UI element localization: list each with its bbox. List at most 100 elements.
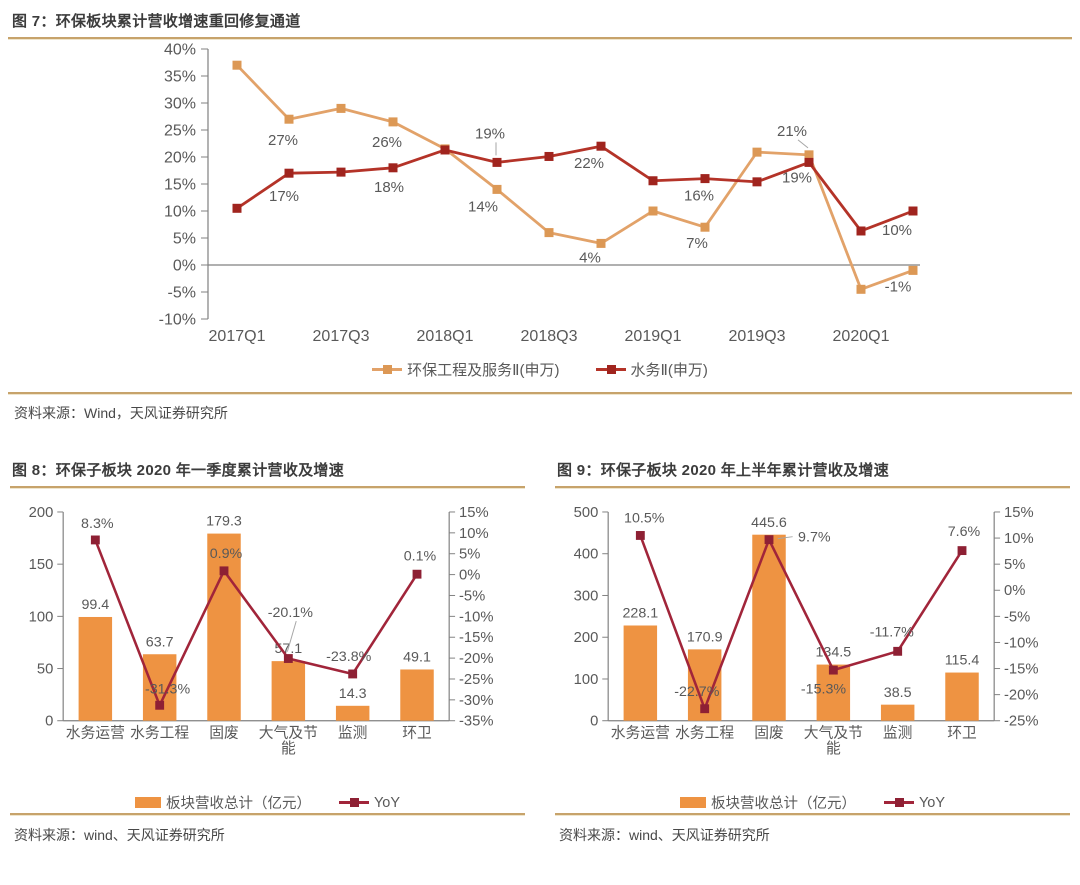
fig7-line-chart: -10% -5% 0% 5% 10% 15% 20% 25% 30% 35% 40% 2017Q1 20… bbox=[159, 42, 920, 345]
line-marker-icon bbox=[883, 797, 914, 808]
legend-item-engineering: 环保工程及服务Ⅱ(申万) bbox=[372, 359, 560, 380]
svg-text:100: 100 bbox=[574, 672, 599, 688]
svg-text:2018Q1: 2018Q1 bbox=[417, 328, 474, 345]
bar-swatch-icon bbox=[679, 797, 706, 808]
figure9-section: 图 9：环保子板块 2020 年上半年累计营收及增速 0 100 200 300 400… bbox=[555, 451, 1070, 845]
svg-text:监测: 监测 bbox=[883, 724, 913, 741]
svg-text:400: 400 bbox=[574, 547, 599, 563]
divider bbox=[10, 813, 525, 815]
fig8-combo-chart: 0 50 100 150 200 -35% -30% -25% -20% -15% -10% -5% 0… bbox=[29, 505, 494, 757]
divider bbox=[8, 37, 1072, 39]
fig7-source: 资料来源：Wind，天风证券研究所 bbox=[14, 405, 228, 421]
svg-text:150: 150 bbox=[29, 557, 54, 573]
figure7-section: 图 7：环保板块累计营收增速重回修复通道 -10% -5% 0% 5% 10% 15% 20… bbox=[0, 0, 1080, 427]
fig9-combo-chart: 0 100 200 300 400 500 -25% -20% -15% -10% -5% 0% 5% 1… bbox=[574, 505, 1039, 757]
svg-text:26%: 26% bbox=[372, 134, 402, 151]
svg-text:-1%: -1% bbox=[885, 278, 912, 295]
svg-text:445.6: 445.6 bbox=[751, 515, 787, 531]
legend-item-yoy: YoY bbox=[338, 794, 401, 811]
svg-text:14.3: 14.3 bbox=[339, 686, 367, 702]
svg-text:-15%: -15% bbox=[1004, 661, 1038, 677]
divider bbox=[8, 392, 1072, 394]
legend-label: 板块营收总计（亿元） bbox=[710, 796, 856, 812]
svg-text:22%: 22% bbox=[574, 155, 604, 172]
fig7-legend: 环保工程及服务Ⅱ(申万) 水务Ⅱ(申万) bbox=[0, 359, 1080, 380]
svg-text:15%: 15% bbox=[1004, 505, 1034, 521]
svg-text:-30%: -30% bbox=[459, 693, 493, 709]
svg-text:-10%: -10% bbox=[159, 312, 196, 329]
fig9-legend: 板块营收总计（亿元） YoY bbox=[555, 792, 1070, 813]
svg-text:100: 100 bbox=[29, 609, 54, 625]
divider bbox=[555, 486, 1070, 488]
svg-text:115.4: 115.4 bbox=[945, 653, 980, 669]
svg-text:134.5: 134.5 bbox=[815, 645, 851, 661]
svg-text:38.5: 38.5 bbox=[884, 685, 912, 701]
svg-text:5%: 5% bbox=[173, 231, 196, 248]
divider bbox=[10, 486, 525, 488]
svg-text:10%: 10% bbox=[1004, 531, 1034, 547]
legend-item-revenue: 板块营收总计（亿元） bbox=[134, 792, 311, 813]
svg-text:-20%: -20% bbox=[459, 651, 493, 667]
svg-text:0: 0 bbox=[590, 714, 598, 730]
svg-text:固废: 固废 bbox=[209, 724, 239, 741]
legend-item-revenue: 板块营收总计（亿元） bbox=[679, 792, 856, 813]
svg-text:19%: 19% bbox=[782, 169, 812, 186]
legend-item-water: 水务Ⅱ(申万) bbox=[595, 359, 708, 380]
legend-label: YoY bbox=[373, 794, 401, 811]
svg-text:500: 500 bbox=[574, 505, 599, 521]
svg-text:-22.7%: -22.7% bbox=[674, 684, 720, 700]
svg-text:7.6%: 7.6% bbox=[948, 524, 981, 540]
svg-text:-10%: -10% bbox=[459, 609, 493, 625]
legend-label: 板块营收总计（亿元） bbox=[165, 796, 311, 812]
svg-text:10%: 10% bbox=[164, 204, 196, 221]
svg-text:179.3: 179.3 bbox=[206, 514, 242, 530]
fig9-source: 资料来源：wind、天风证券研究所 bbox=[559, 827, 770, 843]
line-marker-icon bbox=[595, 364, 626, 375]
svg-text:49.1: 49.1 bbox=[403, 650, 431, 666]
svg-text:300: 300 bbox=[574, 588, 599, 604]
svg-text:0.9%: 0.9% bbox=[210, 546, 243, 562]
svg-text:10%: 10% bbox=[459, 526, 489, 542]
svg-text:-5%: -5% bbox=[168, 285, 196, 302]
svg-text:17%: 17% bbox=[269, 188, 299, 205]
svg-text:10.5%: 10.5% bbox=[624, 511, 665, 527]
svg-text:200: 200 bbox=[574, 630, 599, 646]
svg-text:200: 200 bbox=[29, 505, 54, 521]
svg-text:7%: 7% bbox=[686, 235, 708, 252]
svg-text:2019Q1: 2019Q1 bbox=[625, 328, 682, 345]
svg-text:0.1%: 0.1% bbox=[404, 548, 437, 564]
bottom-figures-row: 图 8：环保子板块 2020 年一季度累计营收及增速 0 50 100 150 200 -… bbox=[0, 451, 1080, 845]
svg-text:9.7%: 9.7% bbox=[798, 530, 831, 546]
svg-text:水务工程: 水务工程 bbox=[130, 724, 189, 741]
svg-text:-25%: -25% bbox=[1004, 714, 1038, 730]
svg-text:19%: 19% bbox=[475, 125, 505, 142]
svg-text:监测: 监测 bbox=[338, 724, 368, 741]
svg-text:8.3%: 8.3% bbox=[81, 516, 114, 532]
svg-text:-20.1%: -20.1% bbox=[268, 605, 314, 621]
svg-text:水务运营: 水务运营 bbox=[611, 724, 670, 741]
svg-text:50: 50 bbox=[37, 661, 53, 677]
svg-text:40%: 40% bbox=[164, 42, 196, 59]
svg-text:0%: 0% bbox=[1004, 583, 1025, 599]
svg-text:大气及节能: 大气及节能 bbox=[259, 724, 318, 757]
svg-text:-25%: -25% bbox=[459, 672, 493, 688]
svg-text:-5%: -5% bbox=[459, 588, 485, 604]
line-marker-icon bbox=[338, 797, 369, 808]
legend-label: 水务Ⅱ(申万) bbox=[630, 362, 708, 379]
svg-text:-10%: -10% bbox=[1004, 635, 1038, 651]
svg-text:15%: 15% bbox=[459, 505, 489, 521]
svg-text:99.4: 99.4 bbox=[81, 597, 109, 613]
legend-label: YoY bbox=[918, 794, 946, 811]
svg-text:-5%: -5% bbox=[1004, 609, 1030, 625]
legend-item-yoy: YoY bbox=[883, 794, 946, 811]
svg-text:-23.8%: -23.8% bbox=[326, 649, 372, 665]
svg-text:15%: 15% bbox=[164, 177, 196, 194]
svg-text:30%: 30% bbox=[164, 96, 196, 113]
svg-text:20%: 20% bbox=[164, 150, 196, 167]
svg-text:0%: 0% bbox=[173, 258, 196, 275]
svg-text:-11.7%: -11.7% bbox=[870, 625, 914, 641]
svg-text:5%: 5% bbox=[1004, 557, 1025, 573]
fig8-title: 图 8：环保子板块 2020 年一季度累计营收及增速 bbox=[12, 462, 345, 479]
svg-text:0%: 0% bbox=[459, 568, 480, 584]
